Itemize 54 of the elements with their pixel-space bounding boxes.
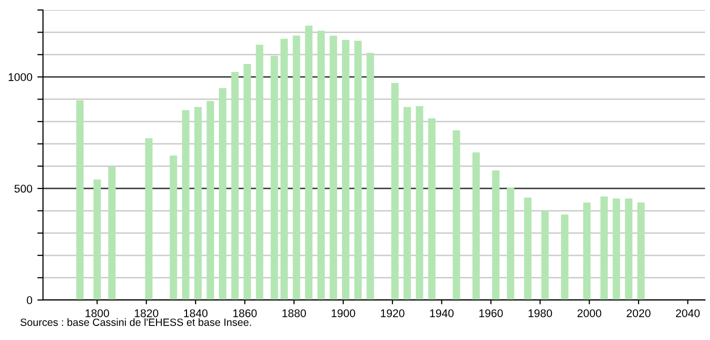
x-tick-label: 1840 — [184, 309, 208, 318]
bar — [317, 30, 325, 300]
x-tick-label: 1820 — [134, 309, 158, 318]
bar — [270, 56, 278, 300]
x-tick-label: 1800 — [86, 309, 110, 318]
bar — [506, 187, 514, 300]
bar — [404, 107, 411, 300]
bar — [305, 26, 312, 300]
bar — [366, 52, 374, 300]
bar — [492, 170, 500, 300]
x-tick-label: 1880 — [282, 309, 306, 318]
bar — [330, 36, 338, 300]
bar — [625, 198, 632, 300]
bar — [612, 198, 620, 300]
bar — [218, 88, 226, 300]
bar — [93, 180, 101, 300]
bar — [391, 82, 399, 300]
bar — [416, 106, 424, 300]
bar — [145, 138, 153, 300]
bar — [170, 155, 178, 300]
x-tick-label: 1860 — [233, 309, 257, 318]
x-tick-label: 1920 — [380, 309, 404, 318]
bar — [472, 152, 480, 300]
x-tick-label: 2040 — [676, 309, 700, 318]
bar — [280, 38, 288, 300]
bar — [244, 64, 251, 300]
bar — [231, 72, 239, 300]
y-tick-label: 0 — [26, 296, 32, 304]
bar — [206, 101, 214, 300]
bar — [428, 118, 436, 300]
x-tick-label: 1940 — [430, 309, 454, 318]
bar — [452, 130, 460, 300]
bar — [194, 107, 202, 300]
y-tick-label: 1000 — [8, 73, 32, 82]
x-tick-label: 1980 — [528, 309, 552, 318]
bar — [524, 198, 532, 300]
bar — [354, 40, 362, 300]
bar — [108, 166, 116, 300]
y-tick-label: 500 — [14, 184, 32, 193]
x-tick-label: 1960 — [479, 309, 503, 318]
x-tick-label: 2000 — [578, 309, 602, 318]
bar — [600, 196, 608, 300]
bar — [182, 110, 190, 300]
bar — [561, 214, 568, 300]
bar — [292, 36, 300, 300]
x-tick-label: 2020 — [626, 309, 650, 318]
source-note: Sources : base Cassini de l'EHESS et base Insee. — [20, 318, 251, 326]
bar — [342, 40, 350, 300]
bar — [76, 100, 84, 300]
bar — [256, 44, 264, 300]
bar — [541, 210, 549, 300]
bar — [583, 202, 591, 300]
x-tick-label: 1900 — [332, 309, 356, 318]
bar — [637, 202, 645, 300]
